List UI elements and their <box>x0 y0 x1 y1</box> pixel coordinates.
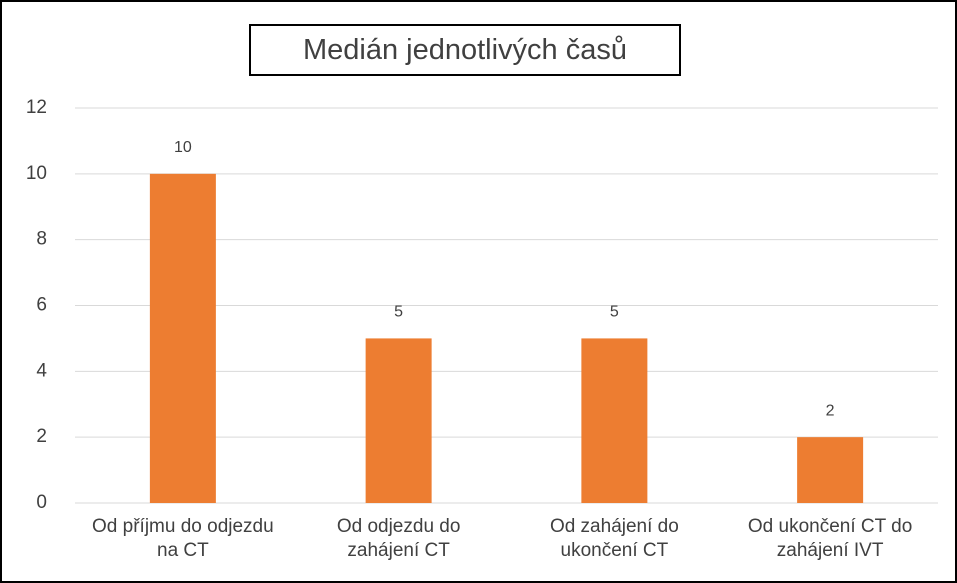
bar <box>365 338 432 503</box>
data-label: 5 <box>394 304 403 321</box>
chart-title: Medián jednotlivých časů <box>249 24 681 76</box>
x-tick-label: Od odjezdu do zahájení CT <box>336 516 461 561</box>
y-tick-label: 8 <box>36 229 47 250</box>
bar <box>149 173 216 504</box>
y-tick-label: 2 <box>36 426 47 447</box>
y-tick-label: 0 <box>36 492 47 513</box>
data-label: 2 <box>826 402 835 419</box>
y-tick-label: 12 <box>26 97 47 118</box>
x-tick-label: Od příjmu do odjezdu na CT <box>92 516 274 561</box>
x-tick-label: Od zahájení do ukončení CT <box>549 516 679 561</box>
data-label: 10 <box>174 139 192 156</box>
bar <box>581 338 648 503</box>
y-tick-label: 6 <box>36 295 47 316</box>
bar <box>797 437 864 503</box>
data-label: 5 <box>610 304 619 321</box>
y-tick-label: 4 <box>36 360 47 381</box>
x-tick-label: Od ukončení CT do zahájení IVT <box>747 516 913 561</box>
y-tick-label: 10 <box>26 163 47 184</box>
